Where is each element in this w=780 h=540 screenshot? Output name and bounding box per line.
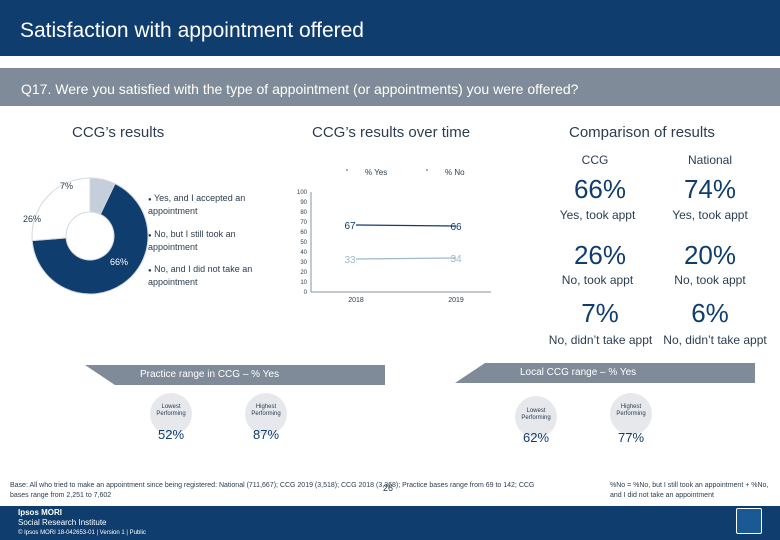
question-bar: Q17. Were you satisfied with the type of…: [0, 68, 780, 106]
donut-slice: [89, 177, 116, 215]
copyright: © Ipsos MORI 18-042653-01 | Version 1 | …: [18, 530, 146, 536]
donut-label-no-took: 26%: [23, 214, 42, 224]
ccg-results-heading: CCG’s results: [72, 124, 165, 141]
local-lowest-value: 62%: [522, 430, 550, 445]
legend-label: Yes, and I accepted an appointment: [148, 193, 246, 216]
practice-range-banner: Practice range in CCG – % Yes: [85, 365, 385, 385]
local-lowest-marker: [515, 396, 557, 438]
donut-label-no-not-take: 7%: [60, 181, 74, 191]
donut-label-yes: 66%: [110, 257, 129, 267]
national-no-not-take-label: No, didn’t take appt: [663, 333, 767, 347]
y-tick-label: 90: [300, 200, 307, 206]
title-bar: Satisfaction with appointment offered: [0, 0, 780, 56]
comparison-national-header: National: [687, 153, 733, 167]
legend-label: % Yes: [365, 168, 387, 177]
practice-lowest-label: Lowest Performing: [156, 404, 186, 417]
y-tick-label: 0: [304, 290, 308, 296]
y-tick-label: 40: [300, 250, 307, 256]
page-number: 26: [383, 483, 394, 493]
legend-marker: [346, 169, 348, 171]
y-tick-label: 80: [300, 210, 307, 216]
ccg-results-donut: [31, 177, 149, 295]
practice-highest-value: 87%: [252, 427, 280, 442]
question-text: Q17. Were you satisfied with the type of…: [21, 81, 579, 97]
x-tick-label: 2018: [348, 297, 364, 304]
legend-label: % No: [445, 168, 465, 177]
brand-name: Ipsos MORI: [18, 508, 63, 517]
y-tick-label: 100: [297, 190, 308, 196]
practice-lowest-value: 52%: [157, 427, 185, 442]
local-highest-label: Highest Performing: [616, 404, 646, 417]
ccg-no-took-value: 26%: [573, 240, 627, 270]
donut-legend-item-yes: ● Yes, and I accepted an appointment: [148, 193, 273, 217]
y-tick-label: 10: [300, 280, 307, 286]
ccg-no-took-label: No, took appt: [561, 273, 634, 287]
donut-slice: [31, 182, 149, 295]
footer: [0, 506, 780, 540]
base-text: Base: All who tried to make an appointme…: [10, 482, 535, 499]
local-range-title: Local CCG range – % Yes: [520, 367, 637, 378]
brand-subtitle: Social Research Institute: [18, 518, 107, 527]
x-tick-label: 2019: [448, 297, 464, 304]
national-yes-label: Yes, took appt: [672, 208, 748, 222]
page-title: Satisfaction with appointment offered: [20, 19, 364, 42]
data-label: 33: [344, 255, 356, 266]
donut-slice: [31, 177, 91, 242]
series-line: [355, 257, 457, 260]
y-tick-label: 70: [300, 220, 307, 226]
data-label: 66: [450, 222, 462, 233]
ccg-yes-value: 66%: [573, 174, 627, 204]
donut-legend-item-no-took: ● No, but I still took an appointment: [148, 229, 273, 253]
ccg-no-not-take-label: No, didn’t take appt: [548, 333, 653, 347]
practice-lowest-marker: [150, 393, 192, 435]
ipsos-logo-icon: [736, 508, 762, 534]
national-no-took-label: No, took appt: [674, 273, 746, 287]
practice-range-title: Practice range in CCG – % Yes: [140, 369, 279, 380]
legend-label: No, and I did not take an appointment: [148, 264, 253, 287]
y-tick-label: 50: [300, 240, 307, 246]
y-tick-label: 30: [300, 260, 307, 266]
local-highest-marker: [610, 393, 652, 435]
comparison-heading: Comparison of results: [569, 124, 715, 141]
legend-label: No, but I still took an appointment: [148, 229, 236, 252]
ccg-yes-label: Yes, took appt: [559, 208, 636, 222]
national-yes-value: 74%: [683, 174, 737, 204]
legend-bullet-icon: ●: [148, 268, 152, 274]
practice-highest-marker: [245, 393, 287, 435]
ccg-over-time-heading: CCG’s results over time: [312, 124, 471, 141]
note-text: %No = %No, but I still took an appointme…: [610, 482, 769, 499]
legend-bullet-icon: ●: [148, 233, 152, 239]
legend-marker: [426, 169, 428, 171]
practice-highest-label: Highest Performing: [251, 404, 281, 417]
y-tick-label: 20: [300, 270, 307, 276]
data-label: 34: [450, 254, 462, 265]
local-range-banner: Local CCG range – % Yes: [455, 363, 755, 383]
national-no-took-value: 20%: [683, 240, 737, 270]
y-tick-label: 60: [300, 230, 307, 236]
legend-bullet-icon: ●: [148, 197, 152, 203]
national-no-not-take-value: 6%: [691, 298, 729, 328]
series-line: [355, 224, 457, 227]
local-highest-value: 77%: [617, 430, 645, 445]
comparison-ccg-header: CCG: [581, 153, 609, 167]
ccg-no-not-take-value: 7%: [581, 298, 619, 328]
local-lowest-label: Lowest Performing: [521, 408, 551, 421]
data-label: 67: [344, 221, 356, 232]
donut-legend-item-no-not-take: ● No, and I did not take an appointment: [148, 264, 268, 288]
